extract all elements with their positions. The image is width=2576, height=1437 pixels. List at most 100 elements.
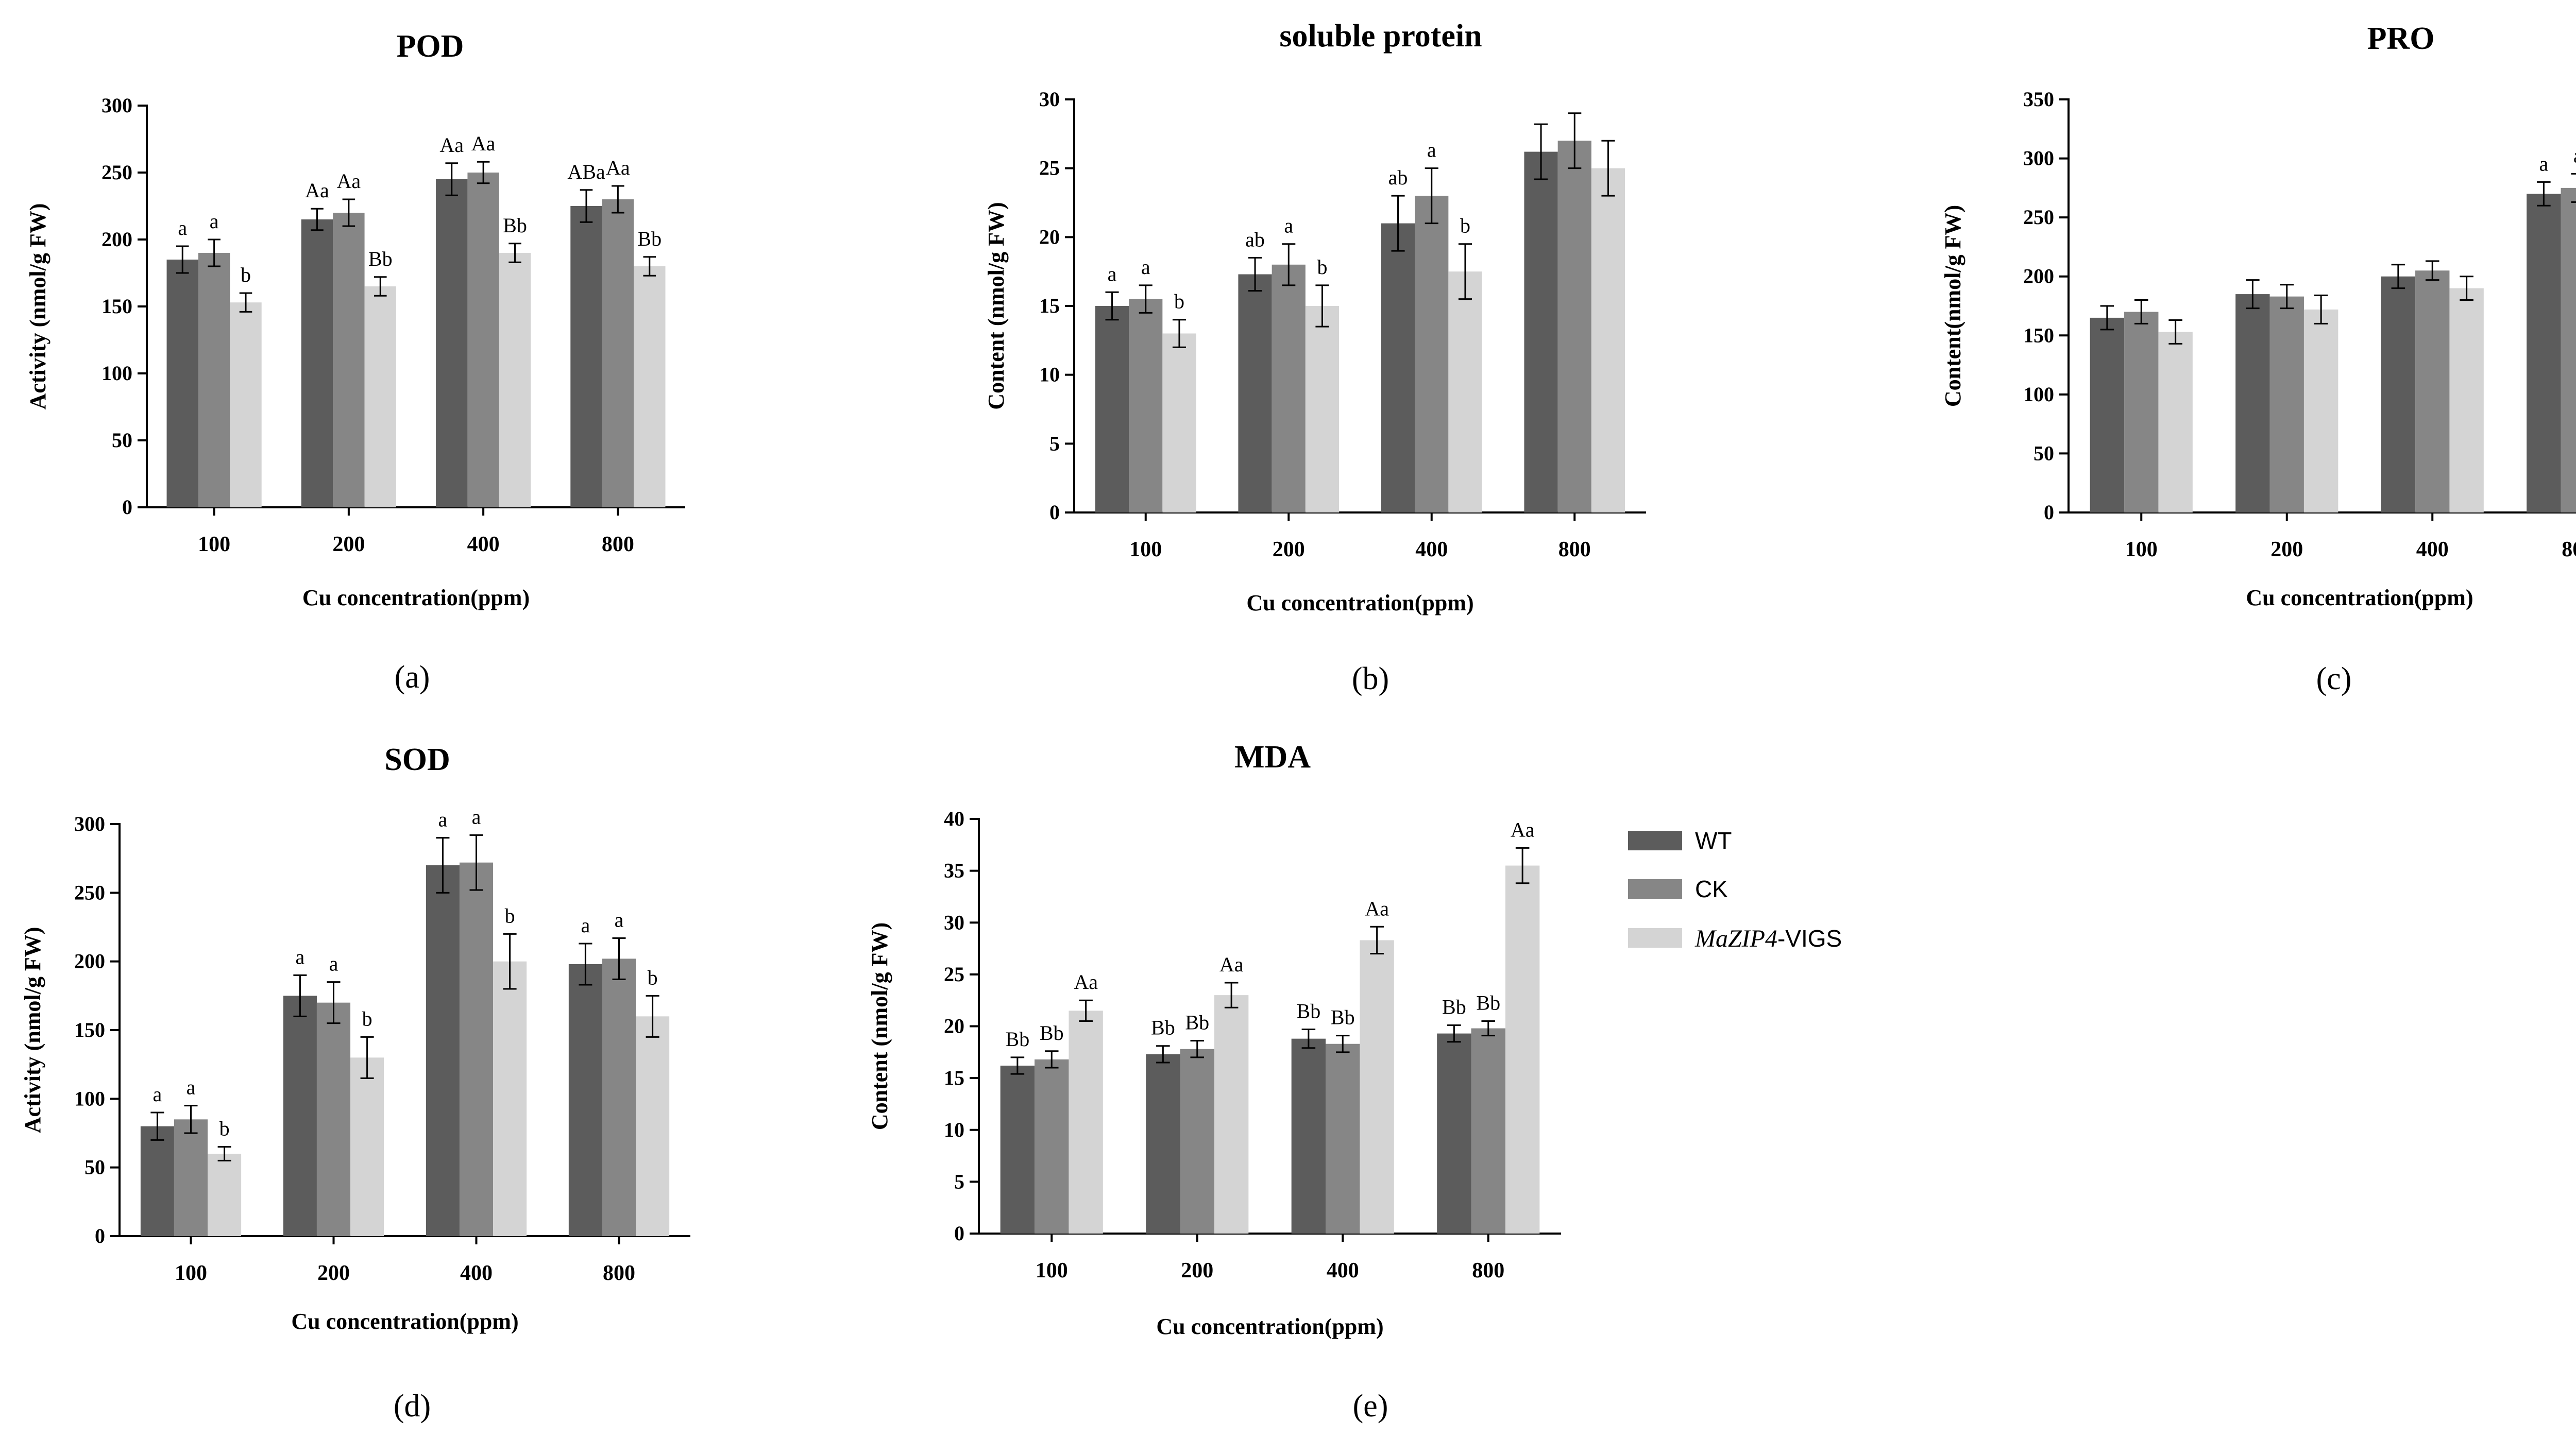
significance-label: a <box>329 952 338 976</box>
y-tick-label: 250 <box>2023 206 2054 229</box>
y-tick-label: 50 <box>84 1156 105 1179</box>
y-axis-title: Content(nmol/g FW) <box>1940 205 1965 407</box>
bar-wt <box>2090 317 2125 512</box>
x-tick-label: 800 <box>1472 1259 1504 1282</box>
x-tick-label: 800 <box>602 533 634 556</box>
y-tick-label: 10 <box>1039 363 1060 386</box>
bar-ck <box>1471 1028 1505 1234</box>
chart-title: soluble protein <box>1279 19 1482 54</box>
legend-swatch-ck <box>1628 879 1682 899</box>
y-axis-title: Content (nmol/g FW) <box>984 202 1009 409</box>
bar-mazip4-vigs <box>1214 995 1249 1234</box>
x-tick-label: 400 <box>1415 538 1448 561</box>
bar-ck <box>1326 1043 1360 1234</box>
bar-mazip4-vigs <box>2158 332 2193 512</box>
y-tick-label: 0 <box>1049 501 1060 524</box>
chart-panel-d: SOD 0 50 100 150 200 250 300 Activity (nmol/g FW… <box>20 742 690 1424</box>
significance-label: a <box>1108 262 1117 285</box>
chart-title: SOD <box>384 742 450 777</box>
bar-wt <box>1000 1065 1035 1234</box>
x-tick-label: 200 <box>332 533 365 556</box>
significance-label: a <box>1284 214 1293 237</box>
significance-label: b <box>362 1007 372 1030</box>
y-tick-label: 250 <box>101 161 132 184</box>
bar-wt <box>568 964 602 1236</box>
bar-ck <box>602 959 636 1236</box>
y-tick-label: 200 <box>74 950 105 973</box>
y-axis-title: Content (nmol/g FW) <box>867 922 892 1130</box>
chart-title: POD <box>397 29 464 64</box>
y-tick-label: 150 <box>2023 323 2054 347</box>
y-tick-label: 0 <box>954 1222 964 1245</box>
y-tick-label: 300 <box>74 812 105 835</box>
significance-label: b <box>1174 290 1184 313</box>
y-tick-label: 50 <box>112 429 132 452</box>
y-tick-label: 15 <box>944 1066 964 1089</box>
x-tick-label: 100 <box>198 533 230 556</box>
significance-label: ab <box>1388 166 1408 189</box>
significance-label: Bb <box>1006 1028 1030 1051</box>
chart-title: MDA <box>1234 740 1311 775</box>
bar-mazip4-vigs <box>364 286 396 507</box>
significance-label: Bb <box>1476 991 1500 1014</box>
significance-label: a <box>1427 139 1436 162</box>
significance-label: a <box>296 945 305 968</box>
legend-swatch-wt <box>1628 831 1682 850</box>
y-tick-label: 40 <box>944 807 964 830</box>
y-tick-label: 30 <box>1039 88 1060 111</box>
bar-wt <box>2381 276 2416 512</box>
significance-label: Bb <box>1151 1016 1175 1039</box>
y-tick-label: 25 <box>1039 157 1060 180</box>
bar-ck <box>1035 1059 1069 1234</box>
significance-label: Aa <box>1365 897 1389 920</box>
significance-label: Bb <box>1040 1021 1064 1045</box>
significance-label: Aa <box>337 169 361 193</box>
x-tick-label: 100 <box>2125 538 2158 561</box>
bar-ck <box>316 1002 351 1236</box>
x-tick-label: 200 <box>2270 538 2303 561</box>
bar-mazip4-vigs <box>634 266 666 507</box>
y-tick-label: 50 <box>2033 441 2054 465</box>
significance-label: Bb <box>503 214 527 237</box>
y-tick-label: 100 <box>74 1087 105 1110</box>
x-tick-label: 800 <box>1558 538 1591 561</box>
significance-label: a <box>178 216 187 239</box>
y-tick-label: 150 <box>101 295 132 318</box>
x-tick-label: 200 <box>1273 538 1305 561</box>
bar-wt <box>166 260 198 507</box>
x-tick-label: 800 <box>603 1261 635 1285</box>
bar-wt <box>283 996 317 1236</box>
bar-mazip4-vigs <box>2449 288 2484 512</box>
bar-wt <box>426 865 460 1236</box>
significance-label: b <box>648 966 658 989</box>
significance-label: b <box>505 904 515 927</box>
chart-panel-a: POD 0 50 100 150 200 250 300 Activity (nmol/g FW… <box>25 29 685 695</box>
significance-label: Bb <box>1442 995 1466 1018</box>
significance-label: a <box>153 1083 162 1106</box>
significance-label: Aa <box>1074 970 1098 994</box>
x-axis-title: Cu concentration(ppm) <box>1156 1314 1383 1339</box>
x-axis-title: Cu concentration(ppm) <box>291 1309 518 1334</box>
y-tick-label: 350 <box>2023 88 2054 111</box>
chart-title: PRO <box>2367 21 2435 56</box>
bar-wt <box>1291 1038 1326 1234</box>
y-tick-label: 150 <box>74 1018 105 1041</box>
bar-wt <box>1381 223 1415 513</box>
bar-mazip4-vigs <box>499 253 531 507</box>
significance-label: a <box>187 1076 196 1099</box>
legend-label-vigs-gene: MaZIP4 <box>1694 925 1777 952</box>
bar-ck <box>1415 196 1449 513</box>
x-tick-label: 400 <box>460 1261 493 1285</box>
x-tick-label: 200 <box>1181 1259 1213 1282</box>
significance-label: a <box>438 808 448 831</box>
chart-panel-c: PRO 0 50 100 150 200 250 300 350 Content(nmol/g F… <box>1940 21 2576 696</box>
significance-label: Aa <box>1511 818 1535 841</box>
significance-label: a <box>1141 255 1150 279</box>
x-tick-label: 400 <box>467 533 500 556</box>
bar-wt <box>2527 194 2561 512</box>
legend-swatch-vigs <box>1628 928 1682 948</box>
bar-mazip4-vigs <box>1505 865 1540 1234</box>
legend: WT CK MaZIP4-VIGS <box>1628 827 1842 952</box>
x-tick-label: 400 <box>1327 1259 1359 1282</box>
y-tick-label: 0 <box>122 495 132 519</box>
